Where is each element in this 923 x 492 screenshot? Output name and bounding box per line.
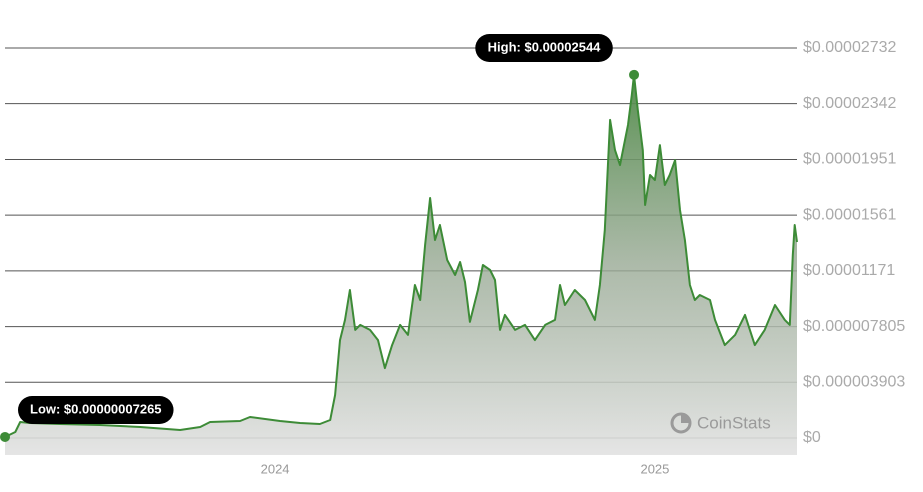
- annotation-label: Low: $0.00000007265: [30, 401, 162, 416]
- extreme-point: [629, 69, 640, 80]
- annotation-pill: Low: $0.00000007265: [18, 396, 174, 424]
- pill-background: [475, 34, 613, 62]
- y-tick-label: $0.00001171: [803, 262, 895, 279]
- pill-background: [18, 396, 174, 424]
- extreme-point: [0, 431, 10, 442]
- y-tick-label: $0.00002342: [803, 95, 897, 112]
- annotations: High: $0.00002544 Low: $0.00000007265: [0, 34, 640, 442]
- watermark-icon-part: [681, 414, 690, 423]
- watermark: CoinStats: [670, 412, 771, 434]
- grid: $0 $0.000003903 $0.000007805 $0.00001171 $0.…: [5, 39, 905, 476]
- y-tick-label: $0.00002732: [803, 39, 897, 56]
- price-line: [4, 73, 798, 438]
- y-tick-label: $0.00001951: [803, 151, 897, 168]
- area: [5, 74, 797, 456]
- y-tick-label: $0: [803, 429, 821, 446]
- watermark-text: CoinStats: [697, 413, 771, 432]
- y-tick-label: $0.00001561: [803, 206, 897, 223]
- annotation-pill: High: $0.00002544: [475, 34, 613, 62]
- annotation-label: High: $0.00002544: [488, 39, 602, 54]
- x-tick-label: 2024: [261, 461, 290, 476]
- plot-area: [4, 73, 798, 456]
- y-tick-label: $0.000003903: [803, 374, 905, 391]
- y-tick-label: $0.000007805: [803, 318, 905, 335]
- x-tick-label: 2025: [640, 461, 669, 476]
